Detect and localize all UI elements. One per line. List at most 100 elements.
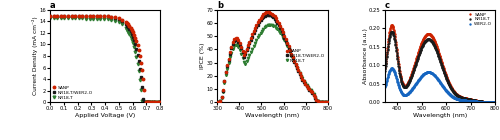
- SANP: [116, 17, 121, 19]
- NR18-T/WER2-O: [47, 15, 53, 16]
- SANP: [145, 101, 151, 103]
- SANP: [126, 25, 132, 27]
- SANP: [122, 21, 128, 23]
- NR18-T/WER2-O: [139, 86, 145, 88]
- NR18-T: [116, 21, 121, 23]
- NR18-T/WER2-O: [68, 15, 74, 16]
- SANP: [134, 40, 140, 42]
- SANP: [150, 101, 156, 103]
- SANP: [263, 12, 269, 13]
- NR18-T/WER2-O: [134, 48, 140, 50]
- NR18-T/WER2-O: [138, 76, 144, 78]
- X-axis label: Wavelength (nm): Wavelength (nm): [246, 113, 300, 118]
- NR18-T/WER2-O: [150, 101, 156, 103]
- NR18-T/WER2-O: [157, 101, 163, 103]
- NR18-T/WER2-O: [287, 51, 293, 52]
- NR18-T/WER2-O: [132, 44, 138, 45]
- NR18-T/WER2-O: [90, 15, 96, 17]
- NR18-T: [314, 99, 320, 100]
- SANP: [264, 11, 270, 13]
- SANP: [47, 15, 53, 16]
- NR18-T/WER2-O: [126, 26, 132, 28]
- Text: c: c: [385, 1, 390, 10]
- NR18-T: [268, 24, 274, 26]
- NR18-T/WER2-O: [86, 15, 92, 17]
- NR18-T/WER2-O: [291, 61, 297, 63]
- NR18-T: [76, 18, 82, 19]
- NR18-T/WER2-O: [264, 14, 270, 16]
- NR18-T: [434, 52, 440, 54]
- NR18-T/WER2-O: [122, 23, 128, 25]
- SANP: [154, 101, 160, 103]
- NR18-T/WER2-O: [94, 15, 100, 17]
- SANP: [152, 101, 158, 103]
- NR18-T: [282, 42, 288, 44]
- SANP: [291, 60, 297, 61]
- SANP: [148, 101, 154, 103]
- NR18-T/WER2-O: [314, 99, 320, 101]
- NR18-T: [145, 101, 151, 103]
- SANP: [83, 15, 89, 17]
- NR18-T: [128, 36, 134, 38]
- NR18-T: [131, 46, 137, 48]
- SANP: [62, 15, 68, 16]
- SANP: [282, 38, 288, 40]
- SANP: [104, 15, 110, 17]
- NR18-T: [47, 18, 53, 19]
- X-axis label: Wavelength (nm): Wavelength (nm): [413, 113, 467, 118]
- SANP: [144, 101, 150, 103]
- SANP: [139, 69, 145, 71]
- SANP: [142, 101, 148, 103]
- NR18-T/WER2-O: [140, 98, 146, 100]
- SANP: [128, 29, 134, 30]
- NR18-T: [108, 19, 114, 21]
- SANP: [90, 15, 96, 17]
- SANP: [108, 16, 114, 17]
- NR18-T: [492, 101, 498, 103]
- NR18-T: [126, 31, 132, 33]
- SANP: [448, 86, 454, 87]
- NR18-T/WER2-O: [62, 15, 68, 16]
- NR18-T: [112, 20, 118, 22]
- NR18-T: [154, 101, 160, 103]
- SANP: [157, 101, 163, 103]
- Line: NR18-T: NR18-T: [48, 17, 162, 104]
- SANP: [472, 100, 478, 101]
- SANP: [490, 101, 496, 103]
- NR18-T/WER2-O: [72, 15, 78, 16]
- SANP: [434, 48, 440, 50]
- NR18-T/WER2-O: [142, 101, 148, 103]
- NR18-T/WER2-O: [152, 101, 158, 103]
- NR18-T: [148, 101, 154, 103]
- NR18-T: [130, 42, 136, 44]
- NR18-T: [86, 18, 92, 19]
- SANP: [324, 101, 330, 103]
- NR18-T: [134, 57, 140, 58]
- SANP: [80, 15, 86, 16]
- NR18-T: [388, 31, 394, 32]
- NR18-T: [72, 18, 78, 19]
- NR18-T: [90, 18, 96, 19]
- NR18-T/WER2-O: [101, 15, 107, 17]
- SANP: [94, 15, 100, 17]
- NR18-T: [65, 18, 71, 19]
- WER2-O: [434, 78, 440, 80]
- SANP: [65, 15, 71, 16]
- SANP: [119, 19, 125, 20]
- Line: NR18-T: NR18-T: [384, 31, 496, 103]
- SANP: [86, 15, 92, 17]
- SANP: [128, 27, 134, 28]
- SANP: [136, 49, 141, 51]
- NR18-T: [472, 100, 478, 101]
- WER2-O: [388, 68, 394, 69]
- SANP: [54, 15, 60, 16]
- NR18-T: [132, 51, 138, 53]
- WER2-O: [448, 94, 454, 96]
- SANP: [134, 45, 140, 46]
- NR18-T: [83, 18, 89, 19]
- NR18-T: [490, 101, 496, 103]
- X-axis label: Applied Voltage (V): Applied Voltage (V): [75, 113, 135, 118]
- WER2-O: [435, 79, 441, 80]
- Line: NR18-T/WER2-O: NR18-T/WER2-O: [216, 14, 328, 103]
- SANP: [287, 49, 293, 51]
